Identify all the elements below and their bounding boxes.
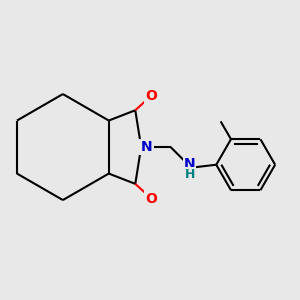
Text: O: O: [146, 192, 158, 206]
Text: N: N: [141, 140, 152, 154]
Text: H: H: [184, 168, 195, 181]
Text: O: O: [146, 88, 158, 103]
Text: N: N: [184, 157, 196, 171]
